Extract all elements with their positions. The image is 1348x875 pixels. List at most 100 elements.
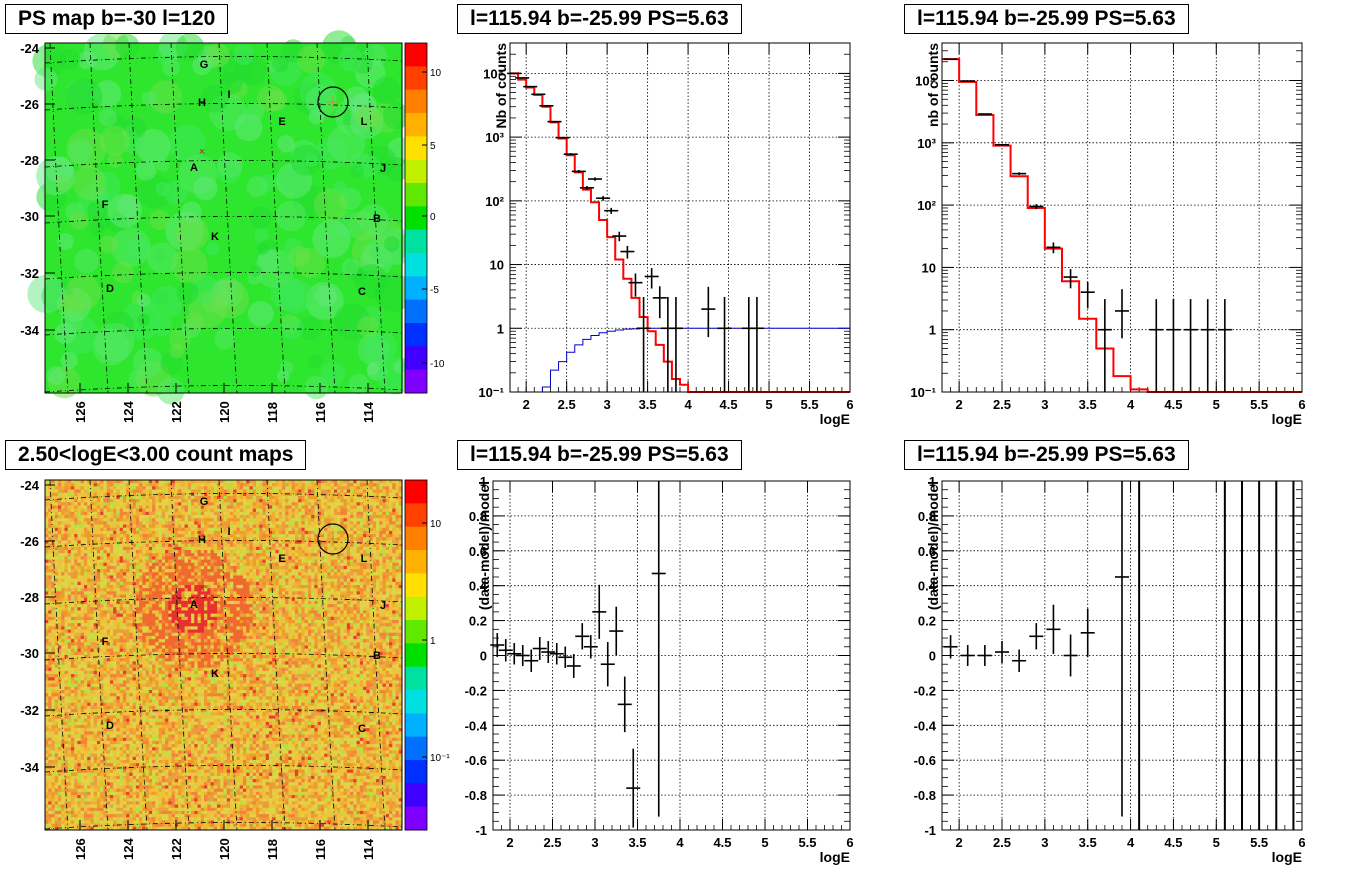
map-pixel [366, 521, 370, 525]
map-pixel [126, 600, 130, 605]
map-pixel [90, 499, 95, 503]
map-pixel [337, 546, 341, 551]
map-pixel [109, 486, 114, 490]
map-pixel [119, 613, 124, 618]
map-pixel [77, 546, 82, 551]
map-pixel [314, 581, 319, 586]
map-pixel [376, 502, 380, 506]
map-pixel [346, 588, 351, 592]
map-pixel [265, 607, 270, 611]
map-pixel [51, 543, 56, 548]
map-pixel [324, 565, 328, 570]
map-pixel [161, 607, 166, 611]
map-pixel [158, 537, 163, 541]
map-pixel [314, 489, 319, 494]
map-pixel [307, 569, 312, 573]
map-blob [171, 247, 208, 284]
map-pixel [369, 524, 374, 529]
map-pixel [139, 559, 143, 564]
map-pixel [51, 562, 56, 567]
map-pixel [126, 607, 130, 611]
map-pixel [113, 562, 117, 567]
map-pixel [333, 521, 338, 525]
map-pixel [80, 607, 85, 611]
map-pixel [239, 527, 244, 532]
map-pixel [181, 553, 185, 557]
map-blob [55, 176, 71, 192]
map-pixel [100, 610, 104, 615]
map-pixel [327, 511, 331, 516]
map-pixel [77, 591, 82, 595]
map-blob [60, 311, 83, 334]
map-pixel [135, 515, 140, 519]
map-pixel [395, 559, 400, 564]
map-pixel [148, 607, 153, 611]
map-pixel [158, 527, 163, 532]
map-pixel [366, 543, 370, 548]
map-pixel [327, 518, 331, 522]
map-pixel [96, 600, 101, 605]
map-pixel [255, 597, 260, 602]
map-pixel [330, 581, 335, 586]
map-pixel [187, 604, 192, 608]
map-pixel [113, 480, 117, 484]
map-pixel [142, 588, 147, 592]
map-pixel [246, 575, 250, 580]
map-pixel [83, 499, 88, 503]
map-pixel [363, 524, 367, 529]
map-pixel [229, 581, 234, 586]
map-pixel [229, 511, 234, 516]
map-pixel [61, 578, 65, 583]
map-pixel [200, 591, 205, 595]
map-pixel [262, 559, 267, 564]
map-pixel [64, 607, 69, 611]
map-pixel [311, 559, 315, 564]
map-pixel [233, 610, 237, 615]
map-pixel [64, 518, 69, 522]
map-pixel [392, 543, 396, 548]
map-pixel [184, 594, 189, 599]
map-pixel [376, 585, 380, 589]
map-pixel [194, 511, 198, 516]
map-pixel [268, 530, 273, 535]
map-pixel [281, 591, 286, 595]
map-pixel [249, 613, 254, 618]
map-pixel [70, 569, 75, 573]
map-pixel [139, 511, 143, 516]
map-pixel [337, 495, 341, 500]
map-pixel [93, 540, 98, 545]
map-pixel [161, 524, 166, 529]
map-pixel [126, 486, 130, 490]
map-pixel [285, 607, 289, 611]
map-pixel [45, 550, 49, 554]
map-pixel [194, 610, 198, 615]
map-pixel [262, 524, 267, 529]
map-pixel [217, 572, 221, 576]
map-pixel [83, 565, 88, 570]
map-pixel [372, 486, 377, 490]
map-pixel [246, 600, 250, 605]
map-pixel [252, 575, 257, 580]
map-pixel [249, 588, 254, 592]
palette-frame [404, 42, 428, 394]
map-pixel [272, 559, 276, 564]
map-pixel [165, 524, 169, 529]
map-pixel [229, 613, 234, 618]
palette-tick-label: 0 [430, 212, 436, 223]
map-pixel [272, 565, 276, 570]
map-pixel [252, 588, 257, 592]
map-pixel [262, 591, 267, 595]
map-pixel [122, 486, 127, 490]
map-pixel [376, 515, 380, 519]
map-pixel [262, 537, 267, 541]
map-pixel [122, 515, 127, 519]
x-tick-label: 124 [121, 401, 136, 423]
map-pixel [67, 521, 72, 525]
map-pixel [96, 604, 101, 608]
map-pixel [119, 572, 124, 576]
map-pixel [233, 540, 237, 545]
map-pixel [249, 546, 254, 551]
map-pixel [317, 572, 322, 576]
map-pixel [178, 604, 182, 608]
map-pixel [77, 486, 82, 490]
